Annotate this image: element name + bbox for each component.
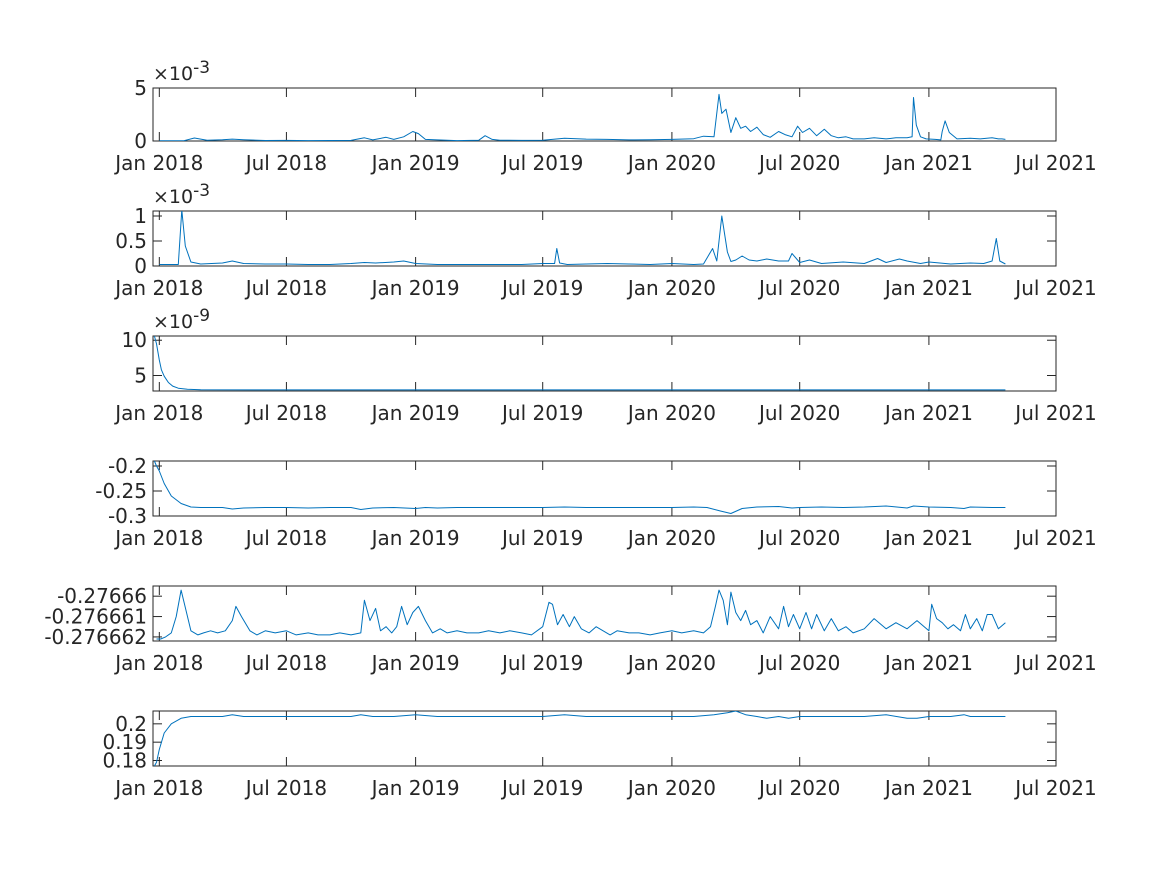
- plot-frame: [152, 87, 1057, 142]
- x-tick-label: Jan 2018: [113, 151, 203, 175]
- x-tick-label: Jul 2019: [500, 651, 583, 675]
- y-tick-label: -0.25: [95, 479, 147, 503]
- x-tick-label: Jan 2019: [370, 276, 460, 300]
- y-tick-label: 1: [134, 204, 147, 228]
- plot-frame: [152, 710, 1057, 767]
- x-tick-label: Jul 2018: [244, 526, 327, 550]
- x-tick-label: Jul 2021: [1013, 151, 1096, 175]
- x-tick-label: Jan 2018: [113, 276, 203, 300]
- x-tick-label: Jul 2020: [757, 151, 840, 175]
- subplot-1: Jan 2018 Jul 2018 Jan 2019 Jul 2019 Jan 2020…: [113, 58, 1096, 175]
- x-tick-label: Jul 2021: [1013, 276, 1096, 300]
- x-tick-label: Jul 2018: [244, 401, 327, 425]
- y-tick-label: -0.2: [108, 454, 147, 478]
- x-tick-label: Jan 2020: [626, 526, 716, 550]
- plot-frame: [152, 460, 1057, 517]
- x-tick-label: Jan 2020: [626, 151, 716, 175]
- x-tick-label: Jan 2020: [626, 276, 716, 300]
- x-tick-label: Jan 2021: [883, 526, 973, 550]
- series-line: [153, 336, 1006, 391]
- y-tick-label: 0: [134, 254, 147, 278]
- series-line: [153, 461, 1006, 514]
- y-tick-label: 0.19: [102, 730, 147, 754]
- x-tick-label: Jan 2021: [883, 651, 973, 675]
- x-tick-label: Jan 2019: [370, 151, 460, 175]
- y-tick-label: 0.2: [115, 712, 147, 736]
- x-tick-label: Jul 2020: [757, 776, 840, 800]
- x-tick-label: Jan 2021: [883, 776, 973, 800]
- y-tick-label: -0.3: [108, 504, 147, 528]
- y-exponent-label: ×10-9: [153, 306, 210, 333]
- x-tick-label: Jul 2020: [757, 526, 840, 550]
- y-tick-label: 5: [134, 363, 147, 387]
- x-tick-label: Jan 2018: [113, 776, 203, 800]
- x-tick-label: Jan 2020: [626, 776, 716, 800]
- y-tick-label: 0.18: [102, 749, 147, 773]
- x-tick-label: Jul 2021: [1013, 401, 1096, 425]
- y-tick-label: -0.276662: [44, 625, 147, 649]
- series-line: [156, 589, 1006, 640]
- x-tick-label: Jul 2020: [757, 276, 840, 300]
- x-tick-label: Jan 2019: [370, 401, 460, 425]
- x-tick-label: Jan 2021: [883, 151, 973, 175]
- x-tick-label: Jul 2021: [1013, 776, 1096, 800]
- y-tick-label: 0.5: [115, 229, 147, 253]
- plot-frame: [152, 585, 1057, 642]
- y-exponent-label: ×10-3: [153, 181, 210, 208]
- subplot-5: Jan 2018 Jul 2018 Jan 2019 Jul 2019 Jan 2020…: [44, 584, 1096, 675]
- series-line: [159, 211, 1006, 265]
- subplot-3: Jan 2018 Jul 2018 Jan 2019 Jul 2019 Jan 2020…: [113, 306, 1096, 425]
- x-tick-label: Jul 2020: [757, 401, 840, 425]
- y-exponent-label: ×10-3: [153, 58, 210, 85]
- y-tick-label: 10: [122, 328, 147, 352]
- x-tick-label: Jan 2018: [113, 651, 203, 675]
- y-tick-label: 0: [134, 129, 147, 153]
- x-tick-label: Jan 2020: [626, 651, 716, 675]
- x-tick-label: Jul 2021: [1013, 526, 1096, 550]
- subplot-6: Jan 2018 Jul 2018 Jan 2019 Jul 2019 Jan 2020…: [102, 710, 1097, 800]
- subplot-2: Jan 2018 Jul 2018 Jan 2019 Jul 2019 Jan 2020…: [113, 181, 1096, 300]
- x-tick-label: Jul 2021: [1013, 651, 1096, 675]
- x-tick-label: Jul 2020: [757, 651, 840, 675]
- x-tick-label: Jan 2019: [370, 776, 460, 800]
- x-tick-label: Jan 2021: [883, 401, 973, 425]
- x-tick-label: Jul 2019: [500, 151, 583, 175]
- x-tick-label: Jan 2020: [626, 401, 716, 425]
- subplot-4: Jan 2018 Jul 2018 Jan 2019 Jul 2019 Jan 2020…: [95, 454, 1096, 550]
- plot-frame: [152, 210, 1057, 267]
- x-tick-label: Jan 2018: [113, 401, 203, 425]
- series-line: [159, 93, 1006, 141]
- x-tick-label: Jul 2018: [244, 276, 327, 300]
- x-tick-label: Jan 2021: [883, 276, 973, 300]
- x-tick-label: Jan 2019: [370, 526, 460, 550]
- x-tick-label: Jul 2018: [244, 776, 327, 800]
- x-tick-label: Jul 2018: [244, 151, 327, 175]
- y-tick-label: -0.27666: [57, 584, 147, 608]
- series-line: [153, 711, 1006, 766]
- x-tick-label: Jan 2018: [113, 526, 203, 550]
- y-tick-label: 5: [134, 76, 147, 100]
- x-tick-label: Jul 2019: [500, 276, 583, 300]
- x-tick-label: Jul 2018: [244, 651, 327, 675]
- x-tick-label: Jul 2019: [500, 401, 583, 425]
- x-tick-label: Jul 2019: [500, 776, 583, 800]
- plot-frame: [152, 335, 1057, 392]
- x-tick-label: Jan 2019: [370, 651, 460, 675]
- x-tick-label: Jul 2019: [500, 526, 583, 550]
- y-tick-label: -0.276661: [44, 605, 147, 629]
